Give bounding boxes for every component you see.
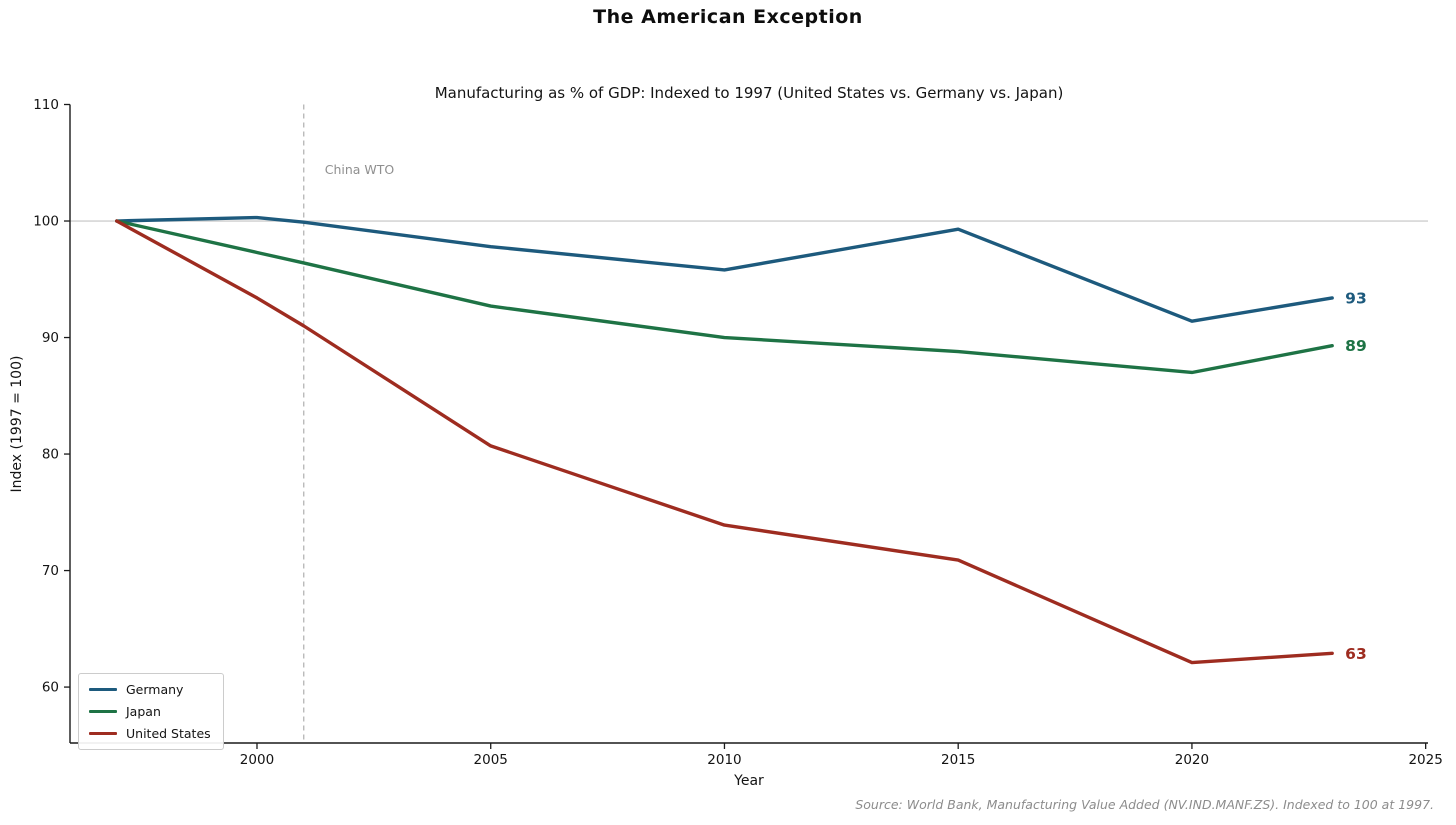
- series-line-united-states: [115, 219, 1334, 665]
- y-tick-label: 90: [42, 330, 59, 346]
- end-label-japan: 89: [1345, 337, 1367, 355]
- legend-swatch-germany: [89, 688, 117, 691]
- end-label-germany: 93: [1345, 289, 1367, 307]
- legend-item-germany: Germany: [89, 682, 211, 697]
- y-tick-label: 60: [42, 680, 59, 696]
- chart-title: The American Exception: [593, 6, 863, 28]
- legend: Germany Japan United States: [78, 673, 224, 750]
- y-tick-label: 70: [42, 563, 59, 579]
- x-tick-label: 2025: [1408, 752, 1442, 768]
- legend-label-japan: Japan: [126, 704, 161, 719]
- x-tick-label: 2020: [1175, 752, 1209, 768]
- series-line-germany: [115, 215, 1334, 323]
- y-axis-label: Index (1997 = 100): [9, 355, 25, 493]
- series-line-japan: [115, 219, 1334, 375]
- x-tick-label: 2005: [474, 752, 508, 768]
- x-tick-label: 2010: [707, 752, 741, 768]
- y-tick-label: 100: [33, 214, 59, 230]
- end-label-united-states: 63: [1345, 645, 1367, 663]
- legend-swatch-japan: [89, 710, 117, 713]
- source-note: Source: World Bank, Manufacturing Value …: [855, 797, 1434, 812]
- legend-swatch-united-states: [89, 732, 117, 735]
- x-tick-label: 2015: [941, 752, 975, 768]
- legend-item-united-states: United States: [89, 726, 211, 741]
- chart-subtitle: Manufacturing as % of GDP: Indexed to 19…: [434, 84, 1064, 102]
- y-tick-label: 110: [33, 97, 59, 113]
- legend-item-japan: Japan: [89, 704, 211, 719]
- legend-label-united-states: United States: [126, 726, 211, 741]
- legend-label-germany: Germany: [126, 682, 184, 697]
- x-axis-label: Year: [734, 773, 764, 789]
- y-tick-label: 80: [42, 447, 59, 463]
- x-tick-label: 2000: [240, 752, 274, 768]
- china-wto-label: China WTO: [325, 162, 395, 177]
